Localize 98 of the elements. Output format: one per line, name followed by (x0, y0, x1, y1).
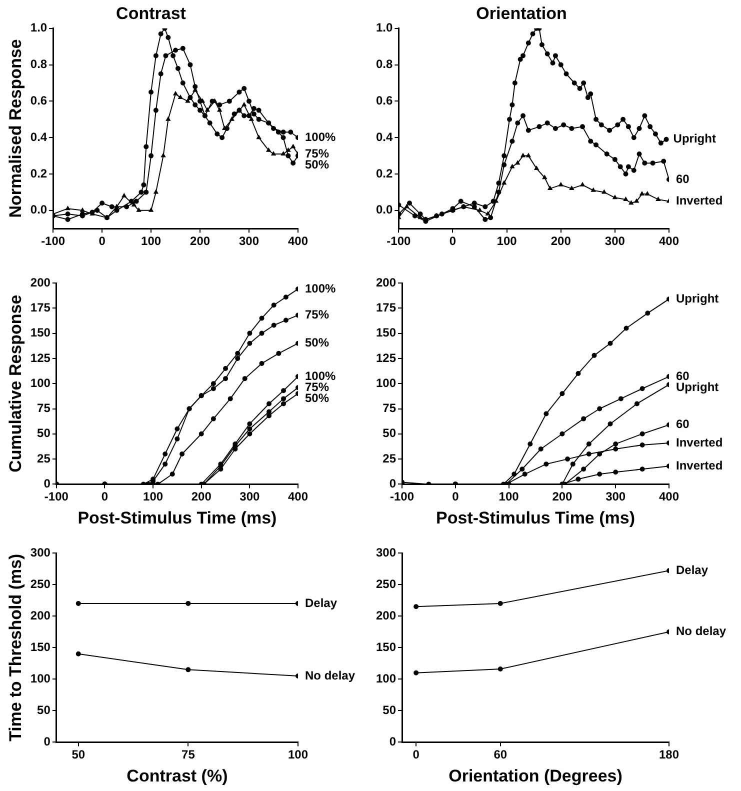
y-tick-label: 0.4 (376, 130, 393, 144)
x-axis-title: Post-Stimulus Time (ms) (78, 508, 277, 528)
series-label: 75% (305, 308, 330, 322)
y-tick-label: 1.0 (30, 20, 48, 35)
y-tick-label: 25 (37, 451, 51, 466)
y-tick-label: 250 (376, 576, 396, 591)
y-tick-label: 0 (389, 734, 396, 749)
y-tick-label: 0.8 (376, 57, 393, 72)
y-tick-label: 75 (382, 401, 396, 416)
series-label: Delay (305, 596, 338, 610)
x-tick-label: 300 (240, 490, 260, 504)
x-tick-label: 180 (658, 748, 680, 762)
y-tick-label: 100 (376, 376, 396, 390)
x-tick-label: 400 (658, 490, 680, 504)
y-tick-label: 75 (37, 401, 51, 416)
y-tick-label: 0 (389, 476, 396, 491)
x-tick-label: 100 (498, 490, 520, 504)
y-tick-label: 200 (376, 608, 396, 622)
x-tick-label: 200 (552, 490, 573, 504)
x-tick-label: 300 (604, 234, 626, 248)
y-tick-label: 0.6 (376, 94, 393, 108)
y-tick-label: 250 (30, 576, 51, 591)
y-tick-label: 0.8 (30, 57, 48, 72)
y-tick-label: 125 (376, 350, 396, 365)
x-axis-title: Post-Stimulus Time (ms) (436, 508, 636, 528)
x-tick-label: 75 (182, 748, 196, 762)
x-tick-label: 100 (141, 234, 162, 248)
x-tick-label: -100 (386, 234, 412, 248)
chart-title: Orientation (476, 4, 567, 23)
series-label: No delay (305, 668, 356, 682)
x-tick-label: 0 (452, 490, 460, 504)
y-tick-label: 200 (30, 275, 51, 290)
y-tick-label: 25 (382, 451, 396, 466)
x-tick-label: 200 (190, 234, 210, 248)
x-tick-label: 300 (239, 234, 260, 248)
x-tick-label: -100 (390, 490, 414, 504)
x-tick-label: 200 (191, 490, 212, 504)
series-label: Upright (676, 291, 719, 306)
y-tick-label: 100 (30, 671, 51, 686)
y-tick-label: 200 (376, 275, 396, 290)
y-tick-label: 0.0 (30, 202, 48, 217)
series-label: Inverted (676, 194, 723, 208)
y-tick-label: 0 (44, 734, 51, 749)
series-label: 100% (305, 281, 336, 296)
x-tick-label: 100 (288, 748, 308, 762)
x-tick-label: 300 (606, 490, 626, 504)
series-label: Upright (673, 132, 716, 146)
x-tick-label: 0 (98, 234, 106, 248)
x-axis-title: Contrast (%) (126, 766, 228, 786)
x-tick-label: 0 (101, 490, 108, 504)
y-tick-label: 0 (44, 476, 51, 491)
chart-title: Contrast (116, 4, 186, 23)
y-tick-label: 50 (382, 426, 396, 440)
series-label: No delay (676, 624, 726, 638)
x-tick-label: 400 (658, 234, 680, 248)
x-tick-label: 400 (288, 234, 308, 248)
y-tick-label: 100 (376, 671, 396, 686)
x-axis-title: Orientation (Degrees) (448, 766, 622, 786)
x-tick-label: 200 (550, 234, 572, 248)
x-tick-label: 0 (449, 234, 456, 248)
series-label: Delay (676, 562, 708, 577)
y-tick-label: 125 (30, 350, 51, 365)
y-tick-label: 300 (376, 545, 396, 560)
series-label: Inverted (676, 458, 723, 472)
y-tick-label: 1.0 (376, 20, 393, 35)
y-tick-label: 50 (382, 702, 396, 717)
y-axis-title: Cumulative Response (6, 294, 25, 472)
x-tick-label: 0 (412, 748, 420, 762)
y-tick-label: 50 (37, 426, 51, 440)
y-tick-label: 0.2 (376, 166, 393, 180)
x-tick-label: -100 (44, 490, 69, 504)
y-tick-label: 50 (37, 702, 51, 717)
y-tick-label: 0.0 (376, 202, 393, 217)
x-tick-label: 60 (494, 748, 508, 762)
series-label: 100% (305, 130, 336, 144)
y-axis-title: Time to Threshold (ms) (6, 554, 25, 742)
x-tick-label: -100 (41, 234, 66, 248)
y-tick-label: 150 (376, 326, 396, 340)
y-tick-label: 0.2 (30, 166, 48, 180)
x-tick-label: 400 (288, 490, 308, 504)
x-tick-label: 100 (143, 490, 164, 504)
series-label: 60 (676, 172, 690, 186)
series-label: 60 (676, 417, 690, 432)
series-label: 50% (305, 336, 330, 350)
y-tick-label: 0.4 (30, 130, 48, 144)
y-tick-label: 150 (30, 326, 51, 340)
y-tick-label: 300 (30, 545, 51, 560)
y-tick-label: 100 (30, 376, 51, 390)
series-label: Inverted (676, 435, 723, 450)
y-tick-label: 175 (30, 300, 51, 314)
y-axis-title: Normalised Response (6, 39, 25, 218)
y-tick-label: 175 (376, 300, 396, 314)
y-tick-label: 150 (376, 640, 396, 654)
y-tick-label: 200 (30, 608, 51, 622)
y-tick-label: 150 (30, 640, 51, 654)
x-tick-label: 100 (496, 234, 518, 248)
x-tick-label: 50 (72, 748, 86, 762)
y-tick-label: 0.6 (30, 94, 48, 108)
